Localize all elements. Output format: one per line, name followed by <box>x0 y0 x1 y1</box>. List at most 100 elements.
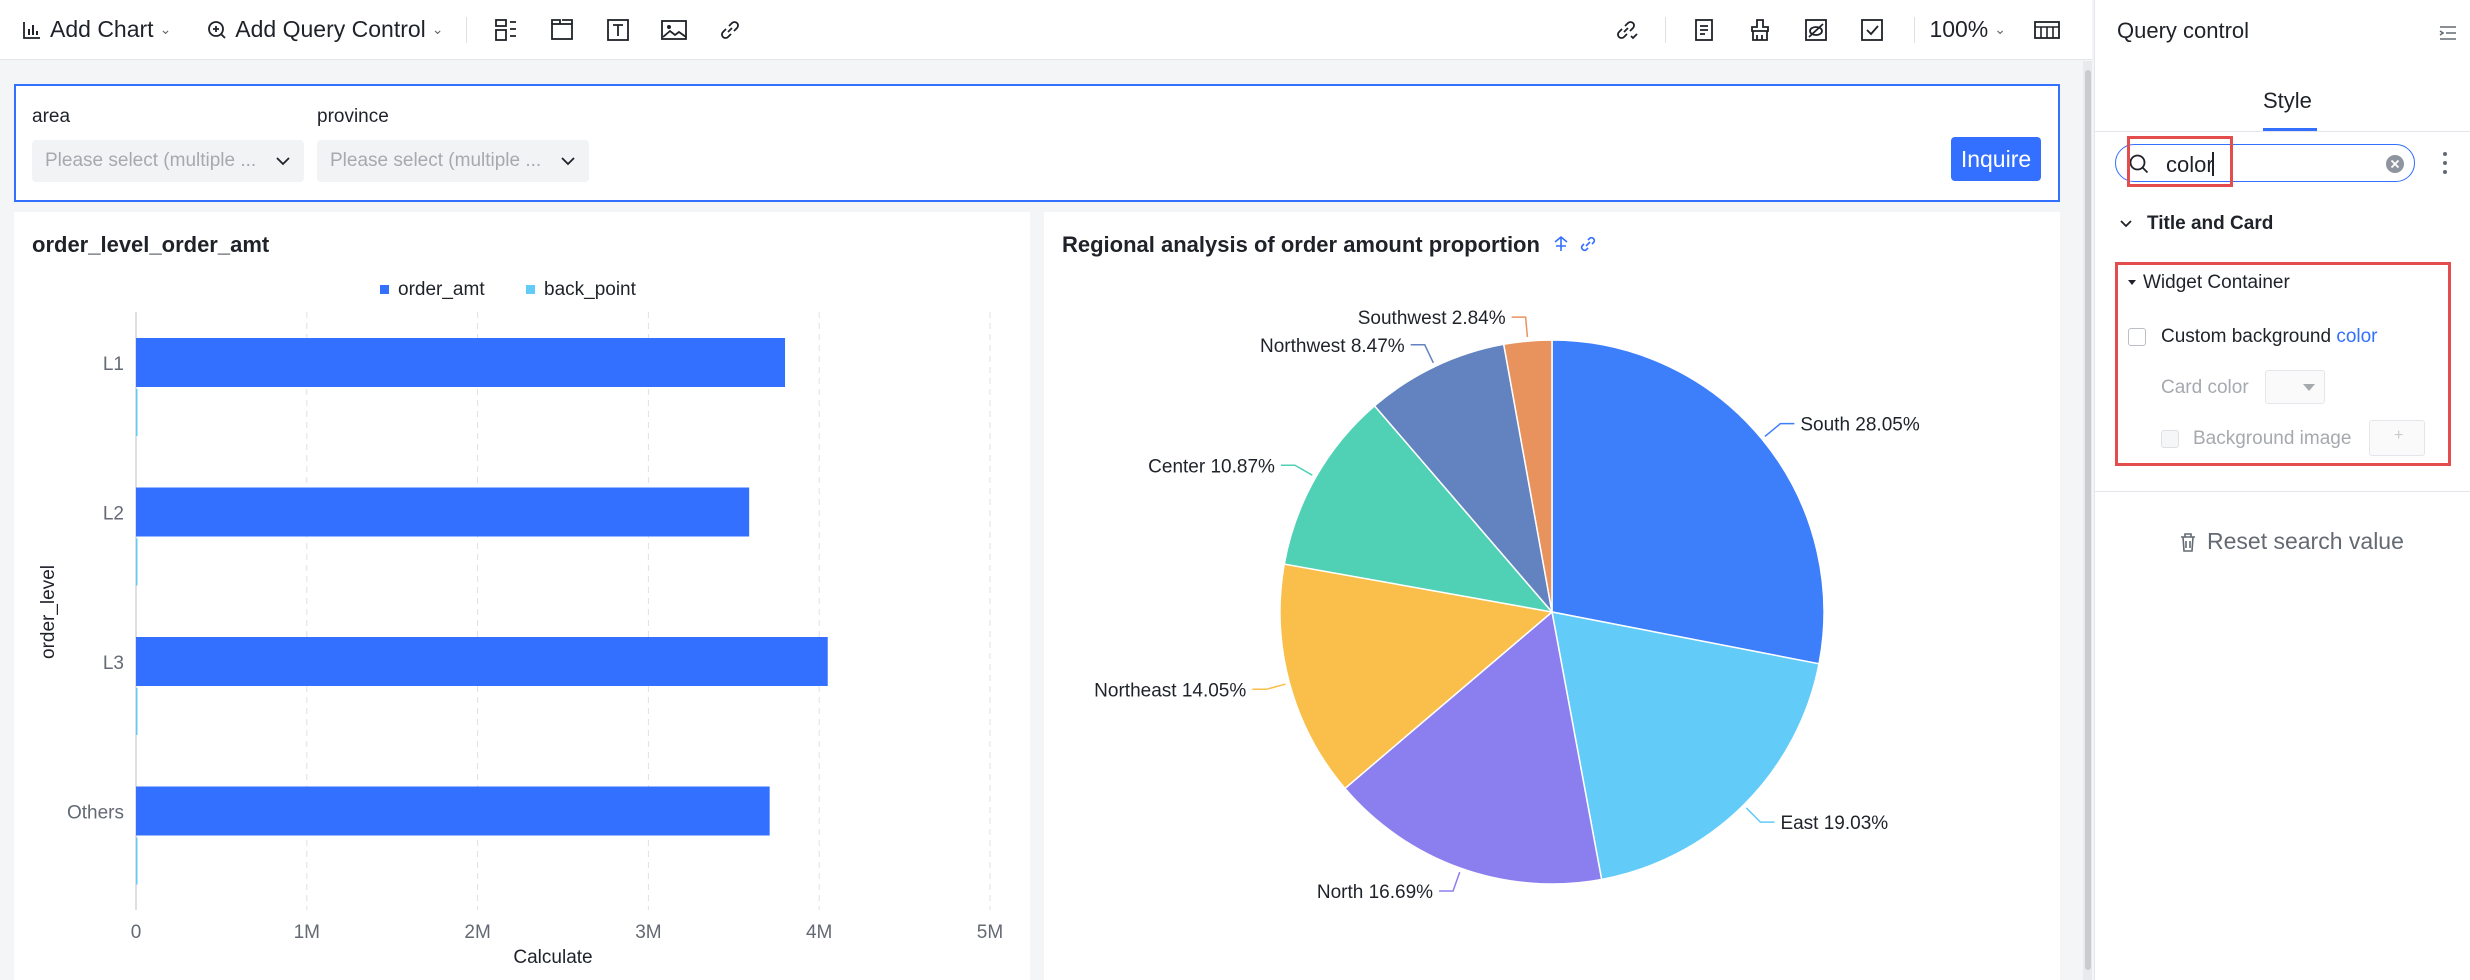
data-link-icon[interactable] <box>1610 13 1644 47</box>
keyboard-icon[interactable] <box>2030 13 2064 47</box>
background-image-checkbox[interactable] <box>2161 430 2179 448</box>
caret-down-icon[interactable] <box>2127 277 2137 287</box>
x-tick-label: 3M <box>635 922 661 943</box>
image-icon[interactable] <box>657 13 691 47</box>
reset-search-button[interactable]: Reset search value <box>2177 528 2404 555</box>
pie-leader-line <box>1439 871 1461 892</box>
text-icon[interactable] <box>601 13 635 47</box>
pie-slice-north[interactable] <box>1343 610 1603 885</box>
inquire-button[interactable]: Inquire <box>1951 137 2041 181</box>
collapse-panel-icon[interactable] <box>2437 22 2459 44</box>
pie-label-northwest: Northwest 8.47% <box>1260 336 1405 357</box>
report-icon[interactable] <box>1687 13 1721 47</box>
section-title-and-card[interactable]: Title and Card <box>2147 213 2274 234</box>
clear-icon[interactable] <box>2384 153 2406 175</box>
bar-order_amt-L1[interactable] <box>136 338 786 387</box>
linkage-icon[interactable] <box>1551 234 1571 254</box>
bar-back_point-Others[interactable] <box>136 837 138 885</box>
pie-leader-line <box>1280 464 1313 476</box>
pie-label-southwest: Southwest 2.84% <box>1358 308 1506 329</box>
text-cursor <box>2212 152 2214 176</box>
check-icon[interactable] <box>1855 13 1889 47</box>
search-input[interactable]: color <box>2115 144 2415 182</box>
legend-swatch-back_point[interactable] <box>526 285 535 294</box>
pie-label-northeast: Northeast 14.05% <box>1094 680 1246 701</box>
bar-chart-title: order_level_order_amt <box>32 232 270 257</box>
legend-label-back_point[interactable]: back_point <box>544 279 637 300</box>
pie-slice-center[interactable] <box>1283 404 1554 614</box>
bar-chart: order_amt back_point 0 1M 2M 3M 4M 5M L1 L2 L3 Othe… <box>38 279 1003 968</box>
pie-label-north: North 16.69% <box>1317 882 1433 903</box>
x-tick-label: 5M <box>977 922 1003 943</box>
add-chart-label: Add Chart <box>50 16 154 42</box>
bar-back_point-L2[interactable] <box>136 538 138 586</box>
pie-label-east: East 19.03% <box>1780 813 1888 834</box>
toolbar-divider <box>1914 16 1916 43</box>
pie-slice-south[interactable] <box>1551 339 1825 665</box>
chevron-down-icon: ⌄ <box>159 21 172 37</box>
link-icon[interactable] <box>713 13 747 47</box>
section-widget-container[interactable]: Widget Container <box>2143 272 2290 293</box>
background-image-label: Background image <box>2193 428 2352 449</box>
bar-order_amt-L3[interactable] <box>136 637 828 686</box>
y-tick-label: L2 <box>103 504 124 525</box>
pie-chart: South 28.05% East 19.03% North 16.69% North… <box>1094 308 1920 903</box>
tab-underline <box>2263 128 2317 131</box>
area-placeholder: Please select (multiple ... <box>45 150 257 171</box>
province-select[interactable]: Please select (multiple ... <box>317 140 589 182</box>
zoom-value: 100% <box>1929 16 1989 42</box>
tab-style[interactable]: Style <box>2263 88 2312 113</box>
card-color-picker[interactable] <box>2265 370 2325 404</box>
bar-chart-icon <box>23 21 40 39</box>
y-tick-label: L1 <box>103 354 124 375</box>
pie-slice-northeast[interactable] <box>1279 563 1554 790</box>
legend-label-order_amt[interactable]: order_amt <box>398 279 485 300</box>
jump-link-icon[interactable] <box>1578 234 1598 254</box>
legend-swatch-order_amt[interactable] <box>380 285 389 294</box>
custom-background-text: Custom background <box>2161 326 2337 347</box>
bar-order_amt-Others[interactable] <box>136 786 770 836</box>
search-highlight-box <box>2127 136 2233 187</box>
background-image-upload[interactable]: + <box>2369 420 2425 456</box>
card-color-label: Card color <box>2161 377 2249 398</box>
hide-icon[interactable] <box>1799 13 1833 47</box>
more-vertical-icon[interactable] <box>2440 150 2450 176</box>
pie-label-south: South 28.05% <box>1800 415 1919 436</box>
bar-back_point-L3[interactable] <box>136 688 138 735</box>
x-axis-label: Calculate <box>513 947 592 968</box>
pie-slice-southwest[interactable] <box>1502 339 1553 613</box>
custom-background-checkbox[interactable] <box>2128 328 2146 346</box>
search-match-highlight: color <box>2336 326 2378 347</box>
pie-slice-northwest[interactable] <box>1373 343 1554 615</box>
brush-icon[interactable] <box>1743 13 1777 47</box>
search-icon <box>2129 154 2149 174</box>
add-chart-button[interactable]: Add Chart ⌄ <box>22 16 171 43</box>
pie-slice-east[interactable] <box>1551 611 1820 881</box>
zoom-plus-icon <box>208 20 226 39</box>
chevron-down-icon[interactable] <box>2119 217 2133 231</box>
province-label: province <box>317 106 389 127</box>
widget-container-highlight-box <box>2115 262 2451 466</box>
custom-background-label: Custom background color <box>2161 326 2378 348</box>
bar-order_amt-L2[interactable] <box>136 487 750 537</box>
chevron-down-icon <box>276 157 290 166</box>
y-tick-label: Others <box>67 803 124 824</box>
tab-divider <box>2095 131 2470 132</box>
caret-down-icon <box>2303 384 2315 391</box>
zoom-select[interactable]: 100% ⌄ <box>1929 16 2006 43</box>
pie-leader-line <box>1511 316 1529 338</box>
chevron-down-icon <box>561 157 575 166</box>
add-query-control-button[interactable]: Add Query Control ⌄ <box>207 16 444 43</box>
pie-label-center: Center 10.87% <box>1148 456 1275 477</box>
bar-back_point-L1[interactable] <box>136 389 138 436</box>
layout-icon[interactable] <box>489 13 523 47</box>
scrollbar-thumb[interactable] <box>2085 70 2091 970</box>
chevron-down-icon: ⌄ <box>431 21 444 37</box>
x-tick-label: 0 <box>131 922 142 943</box>
pie-leader-line <box>1764 422 1795 437</box>
tab-container-icon[interactable] <box>545 13 579 47</box>
area-select[interactable]: Please select (multiple ... <box>32 140 304 182</box>
add-query-control-label: Add Query Control <box>235 16 426 42</box>
y-axis-label: order_level <box>38 565 59 659</box>
x-tick-label: 4M <box>806 922 832 943</box>
